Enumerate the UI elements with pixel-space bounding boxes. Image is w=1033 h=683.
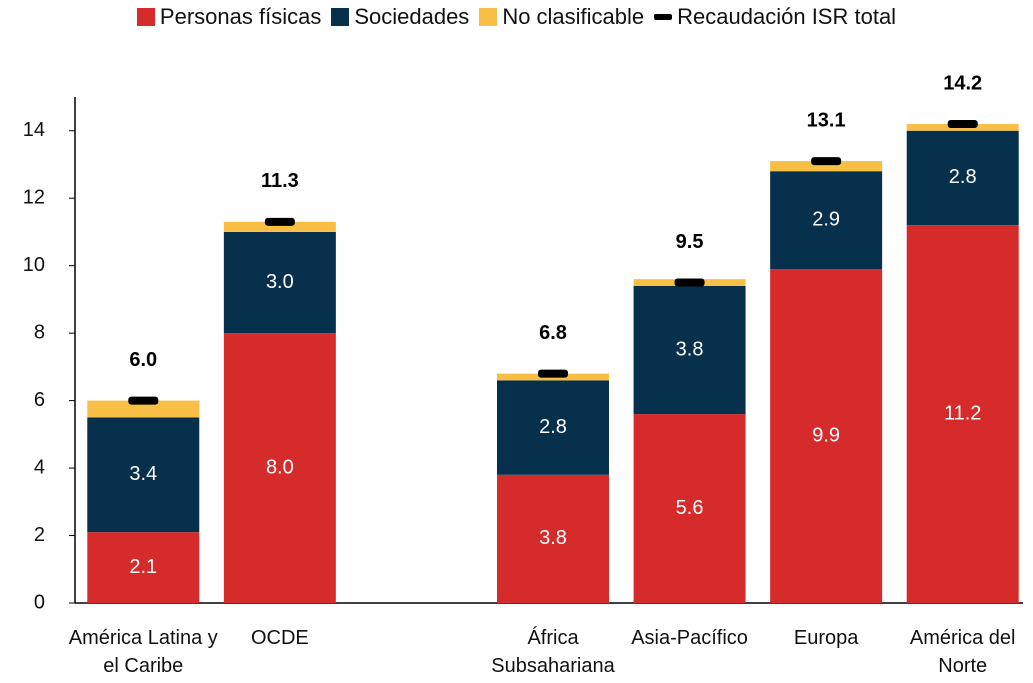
value-label: 3.4 xyxy=(129,463,157,485)
bar-segment xyxy=(906,130,1019,226)
legend-swatch xyxy=(479,8,498,26)
legend-item: Sociedades xyxy=(331,4,469,30)
legend-line xyxy=(654,14,673,20)
legend-label: No clasificable xyxy=(502,4,645,29)
bar-segment xyxy=(633,414,746,603)
y-tick-label: 14 xyxy=(23,119,45,141)
x-tick-label: OCDE xyxy=(250,627,309,649)
y-tick-label: 6 xyxy=(34,389,45,411)
value-label: 3.0 xyxy=(266,271,294,293)
legend: Personas físicas Sociedades No clasificabl… xyxy=(0,4,1033,30)
legend-item: No clasificable xyxy=(479,4,644,30)
bar-segment xyxy=(497,474,609,603)
total-label: 13.1 xyxy=(807,109,846,131)
y-tick-label: 10 xyxy=(23,254,45,276)
bar-segment xyxy=(497,380,609,475)
bar-segment xyxy=(770,161,883,172)
bar-segment xyxy=(87,532,200,603)
value-label: 5.6 xyxy=(676,497,704,519)
bar-segment xyxy=(633,285,746,415)
total-label: 9.5 xyxy=(676,231,704,253)
total-label: 6.0 xyxy=(129,349,157,371)
total-marker xyxy=(947,119,978,128)
legend-swatch xyxy=(331,8,350,26)
total-marker xyxy=(811,157,842,166)
value-label: 3.8 xyxy=(539,527,567,549)
value-label: 3.8 xyxy=(676,338,704,360)
bar-segment xyxy=(906,225,1019,604)
bar-segment xyxy=(770,171,883,270)
y-tick-label: 0 xyxy=(34,591,45,613)
total-label: 14.2 xyxy=(943,72,982,94)
legend-item: Personas físicas xyxy=(136,4,322,30)
legend-item: Recaudación ISR total xyxy=(654,4,896,30)
y-tick-label: 8 xyxy=(34,321,45,343)
legend-label: Recaudación ISR total xyxy=(677,4,897,29)
bar-segment xyxy=(87,400,200,418)
bar-segment xyxy=(223,221,336,232)
y-tick-label: 4 xyxy=(34,456,45,478)
value-label: 2.8 xyxy=(539,416,567,438)
value-label: 2.1 xyxy=(129,556,157,578)
legend-swatch xyxy=(136,8,155,26)
x-tick-label: África Subsahariana xyxy=(491,627,615,677)
total-marker xyxy=(538,369,568,378)
x-tick-label: Asia-Pacífico xyxy=(631,627,748,649)
legend-label: Sociedades xyxy=(354,4,470,29)
value-label: 2.8 xyxy=(949,166,977,188)
total-label: 11.3 xyxy=(261,170,299,192)
value-label: 9.9 xyxy=(812,424,840,446)
value-label: 2.9 xyxy=(812,208,840,230)
value-label: 11.2 xyxy=(944,402,981,424)
total-marker xyxy=(674,278,705,287)
value-label: 8.0 xyxy=(266,456,294,478)
bar-segment xyxy=(87,417,200,533)
total-label: 6.8 xyxy=(539,322,567,344)
x-tick-label: América del Norte xyxy=(909,627,1016,677)
x-tick-label: Europa xyxy=(793,627,859,649)
x-tick-label: América Latina y el Caribe xyxy=(68,627,218,677)
bar-segment xyxy=(223,231,336,334)
legend-label: Personas físicas xyxy=(159,4,322,29)
total-marker xyxy=(264,217,295,226)
bar-segment xyxy=(223,333,336,603)
bar-segment xyxy=(770,269,883,603)
y-tick-label: 12 xyxy=(23,186,45,208)
y-tick-label: 2 xyxy=(34,524,45,546)
total-marker xyxy=(128,396,159,405)
